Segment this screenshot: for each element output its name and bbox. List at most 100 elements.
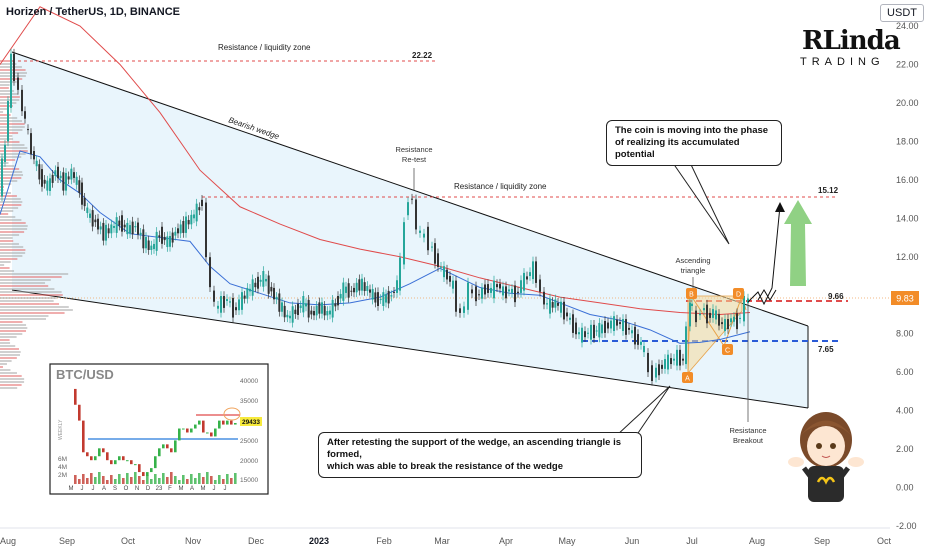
- volume-profile-bar: [0, 264, 5, 266]
- volume-profile-bar: [0, 69, 26, 71]
- candle-body: [313, 311, 315, 316]
- btc-volume-bar: [154, 474, 157, 484]
- candle-body: [86, 207, 89, 214]
- y-tick-label: 22.00: [896, 59, 919, 69]
- candle-body: [658, 364, 660, 376]
- candle-body: [459, 308, 461, 313]
- btc-candle: [82, 420, 85, 453]
- btc-volume-bar: [182, 475, 185, 484]
- btc-volume-bar: [218, 475, 221, 484]
- btc-candle: [154, 456, 157, 469]
- candle-body: [628, 327, 630, 330]
- candle-body: [563, 301, 565, 320]
- btc-candle: [78, 404, 81, 421]
- candle-body: [691, 303, 693, 306]
- candle-body: [557, 302, 559, 306]
- volume-profile-bar: [0, 345, 16, 347]
- volume-profile-bar: [0, 123, 25, 125]
- volume-profile-bar: [0, 195, 17, 197]
- candle-body: [7, 101, 9, 142]
- candle-body: [91, 210, 94, 227]
- btc-candle: [166, 444, 169, 449]
- candle-body: [526, 276, 528, 280]
- volume-profile-bar: [0, 228, 28, 230]
- candle-body: [345, 286, 347, 293]
- ascending-triangle-label-1: Ascending: [675, 256, 710, 265]
- candle-body: [363, 282, 366, 291]
- candle-body: [724, 319, 726, 331]
- candle-body: [89, 213, 91, 218]
- candle-body: [153, 243, 155, 250]
- candle-body: [297, 303, 299, 315]
- volume-profile-bar: [0, 210, 14, 212]
- candle-body: [334, 303, 337, 307]
- moving-average-red: [0, 6, 751, 315]
- btc-candle: [106, 452, 109, 461]
- candle-body: [115, 217, 118, 233]
- btc-inset-ylabel: WEEKLY: [58, 419, 64, 440]
- candle-body: [161, 226, 163, 244]
- candle-body: [440, 266, 442, 268]
- volume-profile-bar: [0, 333, 23, 335]
- x-tick-label: Nov: [185, 536, 202, 546]
- candle-body: [610, 320, 612, 329]
- candle-body: [137, 222, 139, 235]
- candle-body: [578, 332, 580, 335]
- candle-body: [393, 291, 395, 293]
- volume-profile-bar: [0, 240, 14, 242]
- candle-body: [13, 53, 15, 81]
- btc-volume-bar: [198, 473, 201, 484]
- candle-body: [569, 317, 571, 320]
- callout-bottom: After retesting the support of the wedge…: [318, 432, 642, 478]
- callout-top-line-2: of realizing its accumulated potential: [615, 137, 740, 160]
- candle-body: [661, 364, 663, 369]
- btc-volume-bar: [158, 478, 161, 484]
- volume-profile-bar: [0, 231, 25, 233]
- candle-body: [505, 286, 507, 299]
- candle-body: [371, 288, 374, 300]
- volume-profile-bar: [0, 180, 18, 182]
- candle-body: [455, 280, 457, 312]
- y-tick-label: 18.00: [896, 136, 919, 146]
- btc-inset: BTC/USD WEEKLY 4000035000300002500020000…: [49, 363, 269, 495]
- candle-body: [379, 299, 382, 301]
- currency-selector[interactable]: USDT: [880, 4, 924, 22]
- btc-y-tick: 15000: [240, 477, 258, 484]
- candle-body: [10, 53, 12, 108]
- candle-body: [637, 334, 639, 345]
- callout-top: The coin is moving into the phase of rea…: [606, 120, 782, 166]
- btc-candle: [170, 448, 173, 453]
- candle-body: [270, 286, 273, 292]
- volume-profile-bar: [0, 360, 12, 362]
- btc-candle: [150, 468, 153, 473]
- candle-body: [369, 289, 371, 293]
- candle-body: [502, 286, 504, 296]
- candle-body: [664, 359, 666, 369]
- btc-volume-bar: [134, 472, 137, 484]
- resistance-retest-label-1: Resistance: [395, 145, 432, 154]
- volume-profile-bar: [0, 198, 21, 200]
- candle-body: [190, 214, 193, 225]
- candle-body: [427, 226, 429, 251]
- btc-volume-bar: [230, 478, 233, 484]
- volume-profile-bar: [0, 309, 73, 311]
- point-a-marker: A: [682, 372, 693, 383]
- candle-body: [593, 324, 595, 339]
- volume-profile-bar: [0, 201, 23, 203]
- candle-body: [685, 326, 687, 365]
- current-price-tag: [891, 291, 919, 305]
- x-tick-label: Jun: [625, 536, 640, 546]
- x-tick-label: Oct: [121, 536, 136, 546]
- volume-profile-bar: [0, 327, 28, 329]
- btc-candle: [222, 420, 225, 425]
- volume-profile-bar: [0, 330, 27, 332]
- btc-candle: [142, 472, 145, 477]
- volume-profile-bar: [0, 114, 11, 116]
- btc-x-tick: D: [146, 486, 151, 492]
- candle-body: [35, 160, 38, 167]
- btc-highlight-circle: [223, 407, 241, 421]
- candle-body: [496, 284, 498, 288]
- candle-body: [307, 299, 310, 318]
- volume-profile-bar: [0, 384, 22, 386]
- candle-body: [187, 219, 190, 225]
